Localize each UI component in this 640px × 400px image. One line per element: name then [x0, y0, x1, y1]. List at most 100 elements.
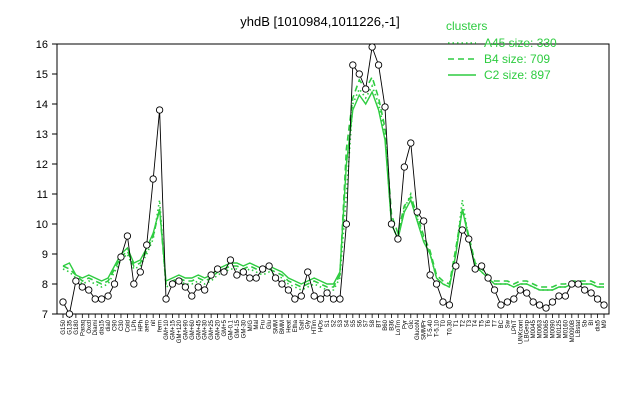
data-point — [207, 271, 215, 279]
data-point — [110, 280, 119, 288]
data-point — [355, 70, 363, 78]
x-tick-label: LPhT — [512, 320, 518, 335]
x-tick-label: LPh — [132, 320, 138, 331]
plot-frame — [56, 43, 610, 315]
x-tick-label: T-5.40 — [428, 319, 434, 337]
x-tick-label: LBstat — [576, 320, 582, 337]
series-layer — [62, 46, 605, 316]
data-point — [465, 235, 473, 243]
data-point — [59, 298, 67, 306]
x-tick-label: HOs — [319, 320, 325, 332]
x-tick-label: Pyr — [402, 320, 408, 329]
x-tick-label: HTim — [312, 320, 318, 334]
data-point — [368, 43, 376, 51]
y-tick-label: 7 — [42, 309, 48, 321]
data-point — [439, 298, 447, 306]
data-point — [252, 274, 260, 282]
x-tick-label: Etha — [293, 319, 299, 332]
data-point — [593, 295, 602, 303]
data-point — [310, 292, 318, 300]
x-tick-label: GM+60 — [190, 319, 196, 340]
x-tick-label: S5 — [351, 319, 357, 327]
y-tick-label: 10 — [36, 219, 48, 231]
x-tick-label: T4 — [473, 319, 479, 327]
x-tick-label: T2 — [460, 319, 466, 327]
x-tick-label: Glu — [267, 320, 273, 329]
x-tick-label: Fru — [261, 320, 267, 329]
data-point — [336, 295, 344, 303]
x-tick-label: aero — [145, 319, 151, 332]
data-point — [175, 277, 183, 285]
x-tick-label: ferm — [158, 320, 164, 332]
data-point — [246, 274, 254, 282]
data-point — [278, 280, 286, 288]
data-point — [194, 283, 202, 291]
x-tick-label: Diami — [93, 320, 99, 335]
data-point — [503, 298, 512, 306]
x-tick-label: M/G — [248, 320, 254, 332]
x-tick-label: GM+10 — [164, 319, 170, 340]
x-tick-label: Gly — [306, 320, 312, 329]
legend-label: C2 size: 897 — [484, 68, 551, 82]
data-point — [510, 295, 518, 303]
x-tick-label: BI — [589, 320, 595, 326]
data-point — [72, 277, 80, 285]
x-tick-label: Oxctl — [87, 320, 93, 334]
series-line-dotted — [62, 84, 604, 291]
data-point — [400, 163, 408, 171]
series-line-dashed — [62, 74, 604, 288]
data-point — [329, 295, 338, 303]
x-tick-label: T0 — [441, 319, 447, 327]
data-point — [600, 301, 608, 309]
data-point — [342, 220, 351, 228]
x-tick-label: S2 — [332, 319, 338, 327]
data-point — [581, 286, 589, 294]
x-tick-label: GM-15 — [235, 319, 241, 338]
data-point — [291, 295, 299, 303]
data-point — [555, 292, 563, 300]
data-point — [130, 280, 138, 288]
data-point — [136, 268, 144, 276]
y-axis: 7 8 9 10 11 12 13 14 15 16 — [36, 39, 57, 321]
x-tick-label: Sw — [505, 319, 511, 328]
x-tick-label: C90 — [113, 319, 119, 331]
data-point — [188, 292, 196, 300]
data-point — [284, 286, 293, 294]
x-tick-label: S7 — [364, 319, 370, 327]
x-tick-label: BT — [377, 320, 383, 328]
x-tick-label: Mal — [254, 320, 260, 330]
x-tick-label: GM-30 — [241, 319, 247, 338]
x-tick-label: S8 — [370, 319, 376, 327]
x-tick-label: T5 — [480, 319, 486, 327]
data-point — [259, 265, 267, 273]
data-point — [349, 61, 357, 69]
x-tick-label: T6 — [486, 319, 492, 327]
x-tick-label: dia5 — [596, 319, 602, 331]
data-point — [529, 298, 537, 306]
x-tick-label: Cold — [125, 320, 131, 332]
series-line-solid — [62, 90, 604, 291]
data-point — [97, 295, 106, 303]
data-point — [484, 274, 492, 282]
data-point — [574, 280, 582, 288]
x-tick-label: T7 — [493, 319, 499, 327]
y-tick-label: 8 — [42, 279, 48, 291]
x-tick-label: GM+30 — [203, 319, 209, 340]
data-point — [452, 262, 460, 270]
data-point — [304, 268, 312, 276]
data-point — [233, 271, 241, 279]
x-tick-label: GM+20 — [216, 319, 222, 340]
data-point — [497, 301, 505, 309]
data-point — [239, 268, 247, 276]
x-tick-label: nit — [151, 320, 157, 327]
data-point — [523, 289, 531, 297]
data-point — [548, 298, 557, 306]
data-point — [374, 61, 383, 69]
y-tick-label: 13 — [36, 129, 48, 141]
data-point — [265, 262, 273, 270]
x-tick-label: BC — [499, 319, 505, 328]
data-point — [78, 283, 86, 291]
points-layer — [59, 43, 608, 318]
legend-label: B4 size: 709 — [484, 52, 550, 66]
